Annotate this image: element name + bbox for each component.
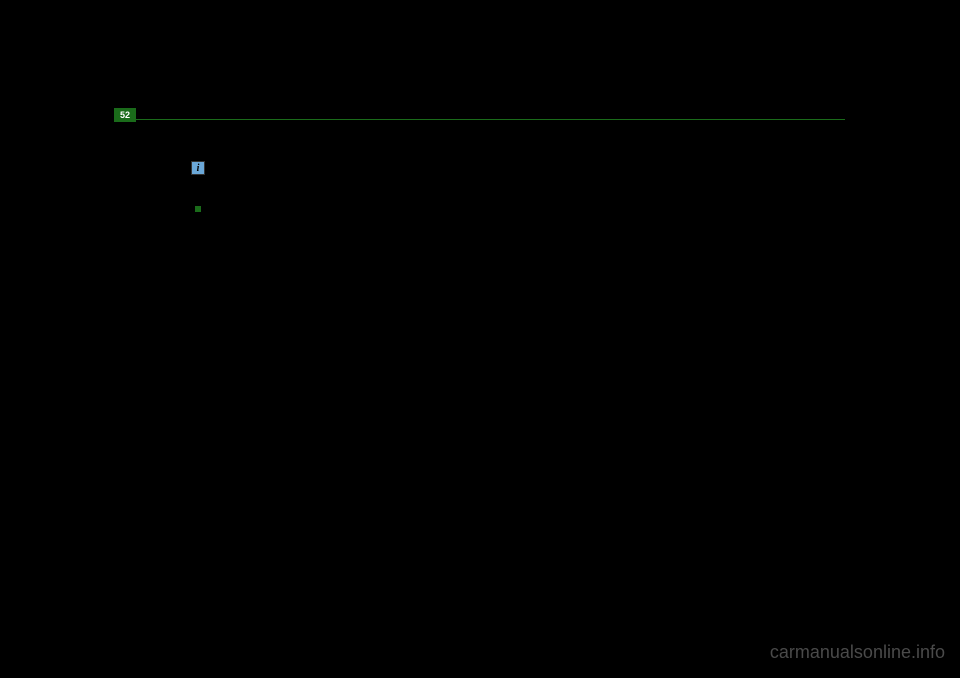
info-icon: i <box>191 161 205 175</box>
info-icon-symbol: i <box>197 163 200 174</box>
watermark-text: carmanualsonline.info <box>770 642 945 663</box>
page-number-text: 52 <box>120 110 130 120</box>
bullet-marker <box>195 206 201 212</box>
header-divider-line <box>131 119 845 120</box>
